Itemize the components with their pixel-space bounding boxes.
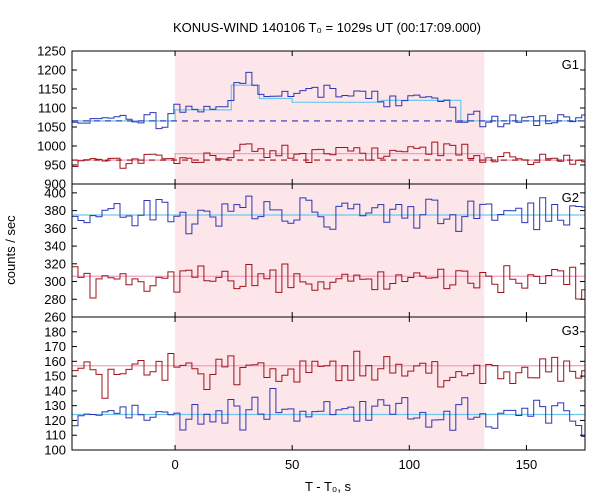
y-tick-label: 340 (44, 239, 66, 254)
g2-red-series (72, 263, 585, 300)
g1-red-series (72, 141, 585, 169)
y-tick-label: 180 (44, 324, 66, 339)
g3-blue-series (72, 388, 585, 437)
y-tick-label: 130 (44, 398, 66, 413)
y-tick-label: 110 (45, 428, 66, 443)
g3-red-series (72, 350, 585, 399)
y-tick-label: 1150 (38, 82, 66, 97)
y-tick-label: 900 (44, 177, 66, 192)
y-tick-label: 100 (44, 443, 66, 458)
panel-label-g3: G3 (562, 323, 579, 338)
y-tick-label: 320 (44, 256, 66, 271)
shaded-burst-interval (175, 51, 485, 450)
x-axis-label: T - T₀, s (305, 479, 352, 494)
panel-g2 (72, 195, 585, 300)
panel-frame-g3 (71, 316, 586, 451)
panel-g1 (72, 71, 585, 169)
panel-g3 (72, 350, 585, 437)
shaded-interval (175, 51, 485, 450)
y-tick-label: 1050 (37, 120, 66, 135)
plot-data (72, 71, 585, 437)
x-tick-label: 50 (285, 457, 299, 472)
y-tick-label: 950 (44, 158, 66, 173)
y-tick-label: 400 (44, 185, 66, 200)
g1-blue-series (72, 71, 585, 130)
x-tick-label: 0 (171, 457, 178, 472)
y-axis-label: counts / sec (3, 215, 18, 285)
y-tick-label: 120 (44, 413, 66, 428)
y-tick-label: 280 (44, 292, 66, 307)
y-tick-label: 300 (44, 274, 66, 289)
g2-blue-series (72, 195, 585, 235)
tick-labels: 900950100010501100115012001250G126028030… (37, 44, 579, 473)
y-tick-label: 140 (44, 383, 66, 398)
y-tick-label: 360 (44, 221, 66, 236)
y-tick-label: 260 (44, 310, 66, 325)
x-tick-label: 100 (398, 457, 420, 472)
plot-frames (71, 50, 586, 451)
x-tick-label: 150 (516, 457, 538, 472)
y-tick-label: 160 (44, 354, 66, 369)
chart-title: KONUS-WIND 140106 T₀ = 1029s UT (00:17:0… (173, 20, 481, 35)
panel-label-g2: G2 (562, 190, 579, 205)
y-tick-label: 1200 (37, 63, 66, 78)
y-tick-label: 170 (44, 339, 66, 354)
y-tick-label: 1250 (37, 44, 66, 59)
y-tick-label: 1100 (38, 101, 66, 116)
y-tick-label: 150 (44, 369, 66, 384)
panel-label-g1: G1 (562, 57, 579, 72)
y-tick-label: 1000 (37, 139, 66, 154)
y-tick-label: 380 (44, 203, 66, 218)
